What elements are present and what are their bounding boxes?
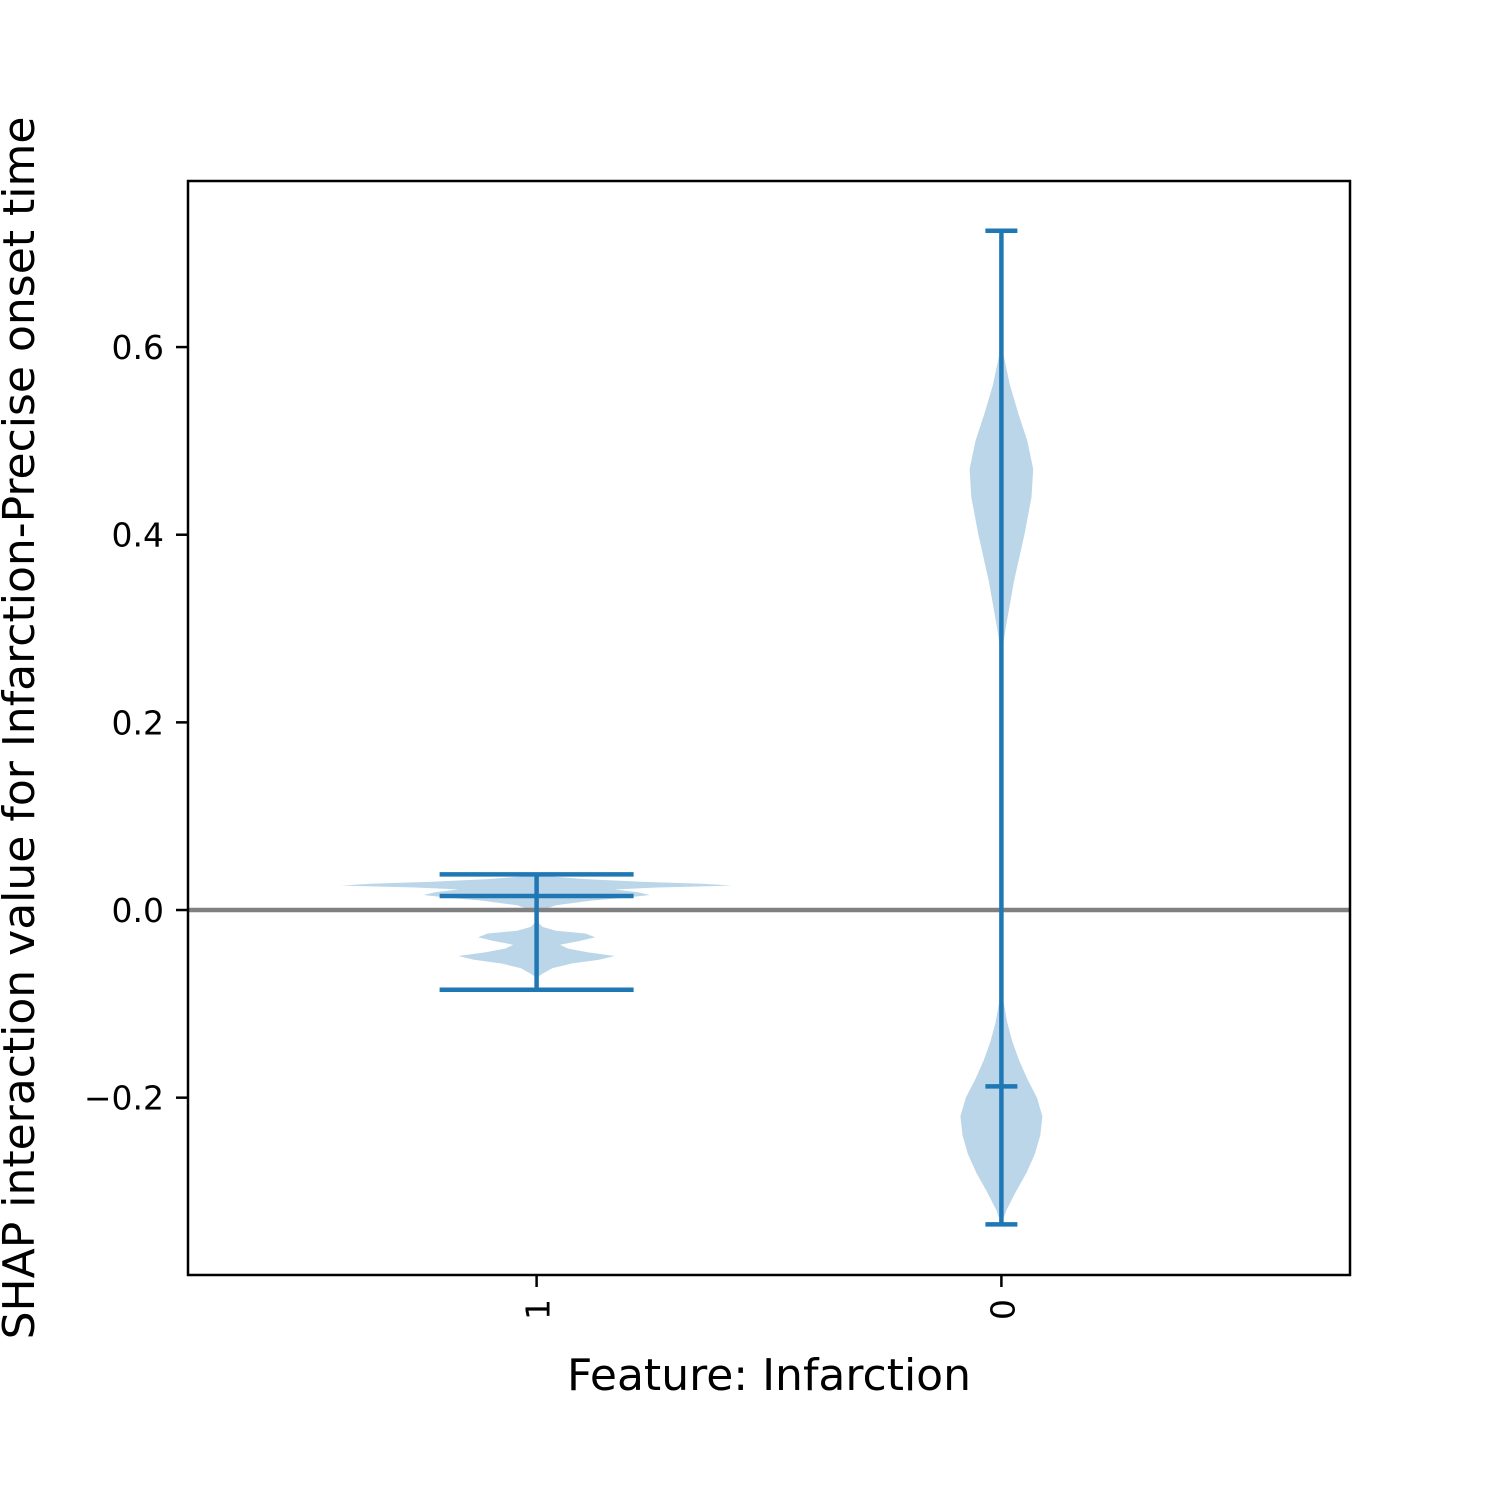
y-tick-label: 0.0 (112, 891, 164, 930)
y-tick-label: 0.6 (112, 328, 164, 367)
y-tick-label: 0.4 (112, 516, 164, 555)
x-tick-label: 1 (519, 1299, 558, 1320)
statistics-layer (439, 228, 1018, 1227)
y-axis: −0.2 0.0 0.2 0.4 0.6 (84, 328, 188, 1118)
plot-frame (186, 179, 1352, 1277)
x-tick-label: 0 (983, 1299, 1022, 1320)
y-tick-label: 0.2 (112, 703, 164, 742)
y-tick-label: −0.2 (84, 1079, 164, 1118)
x-axis-label: Feature: Infarction (567, 1350, 971, 1401)
y-axis-label: SHAP interaction value for Infarction-Pr… (0, 117, 45, 1340)
